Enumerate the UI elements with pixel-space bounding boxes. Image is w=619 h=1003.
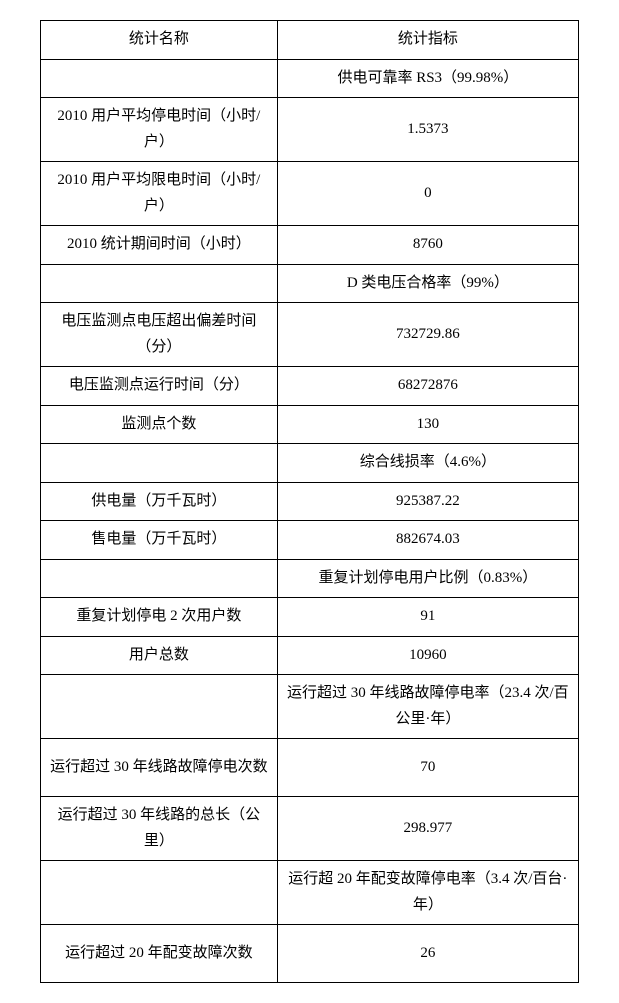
cell-right: D 类电压合格率（99%） <box>277 264 578 303</box>
cell-right: 298.977 <box>277 797 578 861</box>
cell-right: 1.5373 <box>277 98 578 162</box>
cell-right: 925387.22 <box>277 482 578 521</box>
cell-right: 运行超 20 年配变故障停电率（3.4 次/百台·年） <box>277 861 578 925</box>
table-row: 售电量（万千瓦时） 882674.03 <box>41 521 579 560</box>
table-row: 运行超过 30 年线路故障停电率（23.4 次/百公里·年） <box>41 675 579 739</box>
cell-right: 26 <box>277 925 578 983</box>
table-row: 运行超过 30 年线路的总长（公里） 298.977 <box>41 797 579 861</box>
table-row: 2010 统计期间时间（小时） 8760 <box>41 226 579 265</box>
cell-left <box>41 59 278 98</box>
table-row: 监测点个数 130 <box>41 405 579 444</box>
cell-left <box>41 559 278 598</box>
cell-right: 8760 <box>277 226 578 265</box>
table-row: 重复计划停电用户比例（0.83%） <box>41 559 579 598</box>
cell-left <box>41 264 278 303</box>
table-row: D 类电压合格率（99%） <box>41 264 579 303</box>
stats-table: 统计名称 统计指标 供电可靠率 RS3（99.98%） 2010 用户平均停电时… <box>40 20 579 983</box>
table-row: 供电可靠率 RS3（99.98%） <box>41 59 579 98</box>
cell-right: 供电可靠率 RS3（99.98%） <box>277 59 578 98</box>
cell-left: 运行超过 30 年线路的总长（公里） <box>41 797 278 861</box>
table-row: 重复计划停电 2 次用户数 91 <box>41 598 579 637</box>
cell-left <box>41 861 278 925</box>
cell-left: 运行超过 30 年线路故障停电次数 <box>41 739 278 797</box>
cell-left <box>41 675 278 739</box>
cell-left: 供电量（万千瓦时） <box>41 482 278 521</box>
table-row: 运行超过 30 年线路故障停电次数 70 <box>41 739 579 797</box>
cell-right: 882674.03 <box>277 521 578 560</box>
cell-left: 用户总数 <box>41 636 278 675</box>
table-row: 运行超过 20 年配变故障次数 26 <box>41 925 579 983</box>
cell-right: 10960 <box>277 636 578 675</box>
cell-right: 91 <box>277 598 578 637</box>
cell-right: 732729.86 <box>277 303 578 367</box>
cell-right: 70 <box>277 739 578 797</box>
table-header-row: 统计名称 统计指标 <box>41 21 579 60</box>
cell-right: 重复计划停电用户比例（0.83%） <box>277 559 578 598</box>
cell-left: 电压监测点运行时间（分） <box>41 367 278 406</box>
table-row: 电压监测点运行时间（分） 68272876 <box>41 367 579 406</box>
cell-right: 130 <box>277 405 578 444</box>
cell-right: 综合线损率（4.6%） <box>277 444 578 483</box>
cell-left: 2010 统计期间时间（小时） <box>41 226 278 265</box>
cell-left <box>41 444 278 483</box>
cell-left: 电压监测点电压超出偏差时间（分） <box>41 303 278 367</box>
cell-left: 监测点个数 <box>41 405 278 444</box>
cell-right: 68272876 <box>277 367 578 406</box>
table-row: 用户总数 10960 <box>41 636 579 675</box>
cell-right: 运行超过 30 年线路故障停电率（23.4 次/百公里·年） <box>277 675 578 739</box>
cell-left: 2010 用户平均限电时间（小时/户） <box>41 162 278 226</box>
cell-left: 2010 用户平均停电时间（小时/户） <box>41 98 278 162</box>
table-row: 供电量（万千瓦时） 925387.22 <box>41 482 579 521</box>
cell-left: 售电量（万千瓦时） <box>41 521 278 560</box>
table-row: 2010 用户平均停电时间（小时/户） 1.5373 <box>41 98 579 162</box>
table-row: 综合线损率（4.6%） <box>41 444 579 483</box>
cell-right: 0 <box>277 162 578 226</box>
table-row: 电压监测点电压超出偏差时间（分） 732729.86 <box>41 303 579 367</box>
table-row: 2010 用户平均限电时间（小时/户） 0 <box>41 162 579 226</box>
table-row: 运行超 20 年配变故障停电率（3.4 次/百台·年） <box>41 861 579 925</box>
cell-left: 重复计划停电 2 次用户数 <box>41 598 278 637</box>
cell-left: 运行超过 20 年配变故障次数 <box>41 925 278 983</box>
header-right: 统计指标 <box>277 21 578 60</box>
header-left: 统计名称 <box>41 21 278 60</box>
